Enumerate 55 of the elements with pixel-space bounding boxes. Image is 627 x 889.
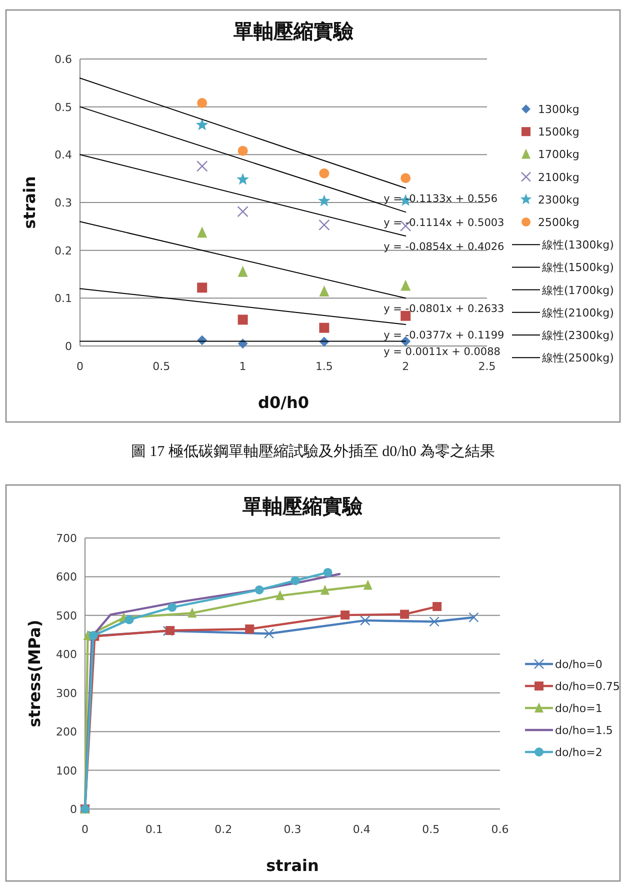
x-tick-label: 0.3 — [284, 823, 302, 836]
x-tick-label: 0.1 — [145, 823, 163, 836]
legend-label: 2300kg — [538, 193, 580, 206]
y-tick-label: 400 — [56, 648, 77, 662]
y-tick-label: 600 — [56, 570, 77, 584]
y-tick-label: 0 — [70, 803, 77, 816]
y-tick-label: 0.5 — [54, 100, 72, 114]
legend-label: 1700kg — [538, 148, 580, 162]
chart-title: 單軸壓縮實驗 — [242, 494, 364, 518]
x-axis-title: strain — [266, 856, 319, 875]
annotation: y = -0.0854x + 0.4026 — [384, 240, 505, 253]
y-tick-label: 0.3 — [54, 196, 72, 210]
text: y = 0.0011x + 0.0088 — [384, 346, 500, 358]
y-tick-label: 300 — [56, 686, 77, 700]
legend-label: do/ho=0 — [555, 658, 602, 671]
y-tick-label: 700 — [56, 532, 77, 545]
y-tick-label: 200 — [56, 726, 77, 739]
x-tick-label: 0.6 — [491, 823, 509, 836]
chart-title: 單軸壓縮實驗 — [232, 19, 354, 43]
annotation: y = -0.0377x + 0.1199 — [384, 329, 504, 342]
x-tick-label: 0 — [82, 823, 88, 836]
legend-label: 2500kg — [538, 216, 580, 229]
legend-label: 線性(1300kg) — [541, 238, 614, 252]
x-tick-label: 2 — [402, 360, 410, 373]
x-axis-title: d0/h0 — [258, 393, 309, 412]
x-tick-label: 0.5 — [152, 360, 170, 373]
y-tick-label: 0.6 — [54, 53, 72, 66]
legend-label: 線性(2100kg) — [541, 306, 614, 320]
x-tick-label: 2.5 — [478, 360, 496, 373]
legend-label: 2100kg — [538, 170, 580, 184]
legend-label: do/ho=2 — [555, 746, 602, 759]
y-axis-title: stress(MPa) — [25, 620, 44, 728]
y-tick-label: 0 — [65, 340, 72, 353]
legend-label: 線性(2300kg) — [541, 329, 614, 342]
legend-label: do/ho=1 — [555, 702, 602, 715]
x-tick-label: 1.5 — [315, 360, 333, 373]
x-tick-label: 0.5 — [422, 823, 440, 836]
x-tick-label: 0.2 — [214, 823, 232, 836]
legend-label: 1500kg — [538, 126, 580, 139]
annotation: y = -0.0801x + 0.2633 — [384, 303, 504, 316]
caption: 圖 17 極低碳鋼單軸壓縮試驗及外插至 d0/h0 為零之結果 — [130, 443, 496, 460]
y-axis-title: strain — [20, 176, 39, 229]
legend-label: 1300kg — [538, 103, 580, 116]
legend-label: do/ho=1.5 — [555, 724, 613, 737]
y-tick-label: 0.2 — [54, 244, 72, 258]
y-tick-label: 0.1 — [54, 292, 72, 306]
x-tick-label: 0.4 — [352, 823, 370, 836]
y-tick-label: 500 — [56, 609, 77, 622]
x-tick-label: 1 — [239, 360, 246, 373]
y-tick-label: 0.4 — [54, 148, 72, 162]
y-tick-label: 100 — [56, 764, 77, 778]
legend-label: 線性(1500kg) — [541, 261, 614, 274]
legend-label: 線性(2500kg) — [541, 352, 614, 365]
legend-label: do/ho=0.75 — [555, 680, 620, 693]
legend-label: 線性(1700kg) — [541, 284, 614, 297]
